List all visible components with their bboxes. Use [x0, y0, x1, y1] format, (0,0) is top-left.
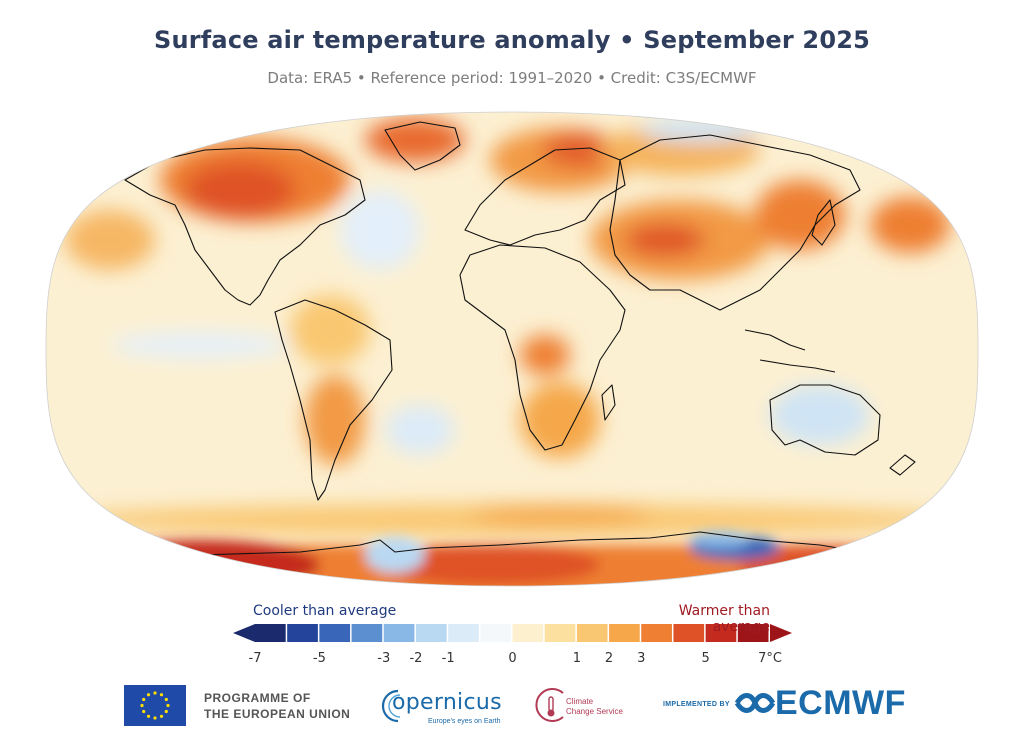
ecmwf-logo-icon	[734, 693, 776, 713]
colorbar-segment	[319, 624, 351, 642]
colorbar-tick-label: 3	[637, 651, 646, 666]
coastlines	[119, 121, 916, 561]
colorbar-tick-label: 7°C	[758, 651, 782, 666]
colorbar-tick-label: 5	[701, 651, 710, 666]
colorbar-tick-label: -2	[409, 651, 423, 666]
colorbar-segment	[255, 624, 286, 642]
colorbar-segment	[576, 624, 608, 642]
eu-programme-text: PROGRAMME OF THE EUROPEAN UNION	[204, 690, 350, 722]
copernicus-logo-icon	[381, 689, 401, 723]
colorbar-tick-label: -5	[312, 651, 326, 666]
anomaly-blobs	[52, 118, 972, 536]
colorbar-left-arrow	[233, 624, 255, 642]
colorbar-segment	[737, 624, 769, 642]
map-title: Surface air temperature anomaly • Septem…	[153, 26, 871, 54]
colorbar-segment	[609, 624, 640, 642]
colorbar-segment	[351, 624, 383, 642]
copernicus-tagline: Europe's eyes on Earth	[428, 718, 501, 725]
c3s-logo-icon	[535, 688, 564, 722]
c3s-text-line2: Change Service	[566, 707, 623, 716]
colorbar-segment	[480, 624, 511, 642]
eu-flag-icon	[124, 685, 186, 726]
ecmwf-name: ECMWF	[775, 684, 906, 722]
map-subtitle: Data: ERA5 • Reference period: 1991–2020…	[267, 69, 757, 87]
colorbar-tick-label: -7	[248, 651, 262, 666]
eu-text-line2: THE EUROPEAN UNION	[204, 707, 351, 721]
colorbar-segment	[287, 624, 318, 642]
colorbar	[233, 624, 792, 642]
map-fill	[46, 112, 978, 586]
colorbar-segment	[383, 624, 415, 642]
colorbar-tick-label: 0	[508, 651, 517, 666]
legend-cool-label: Cooler than average	[253, 603, 397, 619]
colorbar-segment	[512, 624, 544, 642]
colorbar-tick-label: -1	[441, 651, 455, 666]
colorbar-segment	[641, 624, 672, 642]
colorbar-tick-label: 2	[604, 651, 614, 666]
colorbar-tick-label: -3	[377, 651, 391, 666]
colorbar-segment	[544, 624, 576, 642]
implemented-by-text: IMPLEMENTED BY	[663, 701, 730, 708]
eu-text-line1: PROGRAMME OF	[204, 691, 311, 705]
globe-outline	[45, 111, 979, 587]
colorbar-segment	[705, 624, 737, 642]
colorbar-segment	[673, 624, 705, 642]
legend-warm-label: Warmer than average	[678, 603, 770, 635]
c3s-text: Climate Change Service	[566, 697, 623, 717]
colorbar-segment	[448, 624, 479, 642]
colorbar-tick-label: 1	[572, 651, 582, 666]
copernicus-name: opernicus	[392, 690, 502, 715]
colorbar-segment	[415, 624, 447, 642]
c3s-text-line1: Climate	[566, 697, 594, 706]
colorbar-right-arrow	[770, 624, 792, 642]
